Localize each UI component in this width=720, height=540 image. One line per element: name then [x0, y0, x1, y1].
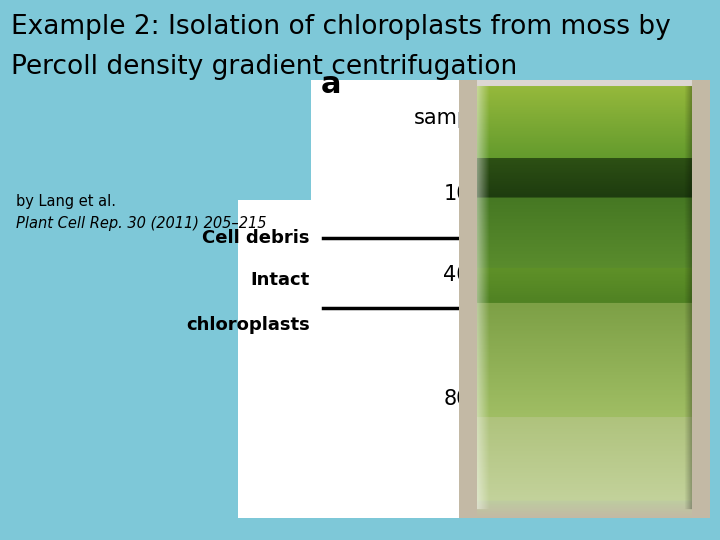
- Text: a: a: [321, 70, 341, 99]
- Text: Percoll density gradient centrifugation: Percoll density gradient centrifugation: [11, 54, 517, 80]
- Text: sample: sample: [414, 108, 490, 128]
- Text: by Lang et al.: by Lang et al.: [16, 194, 116, 210]
- Bar: [238, 200, 710, 518]
- Text: Example 2: Isolation of chloroplasts from moss by: Example 2: Isolation of chloroplasts fro…: [11, 14, 670, 39]
- Bar: [311, 80, 710, 518]
- Text: Intact: Intact: [251, 271, 310, 289]
- Text: 10%: 10%: [444, 184, 490, 204]
- Text: Plant Cell Rep. 30 (2011) 205–215: Plant Cell Rep. 30 (2011) 205–215: [16, 216, 266, 231]
- Text: 40%: 40%: [444, 265, 490, 285]
- Text: Cell debris: Cell debris: [202, 228, 310, 247]
- Text: chloroplasts: chloroplasts: [186, 316, 310, 334]
- Text: 80%: 80%: [444, 389, 490, 409]
